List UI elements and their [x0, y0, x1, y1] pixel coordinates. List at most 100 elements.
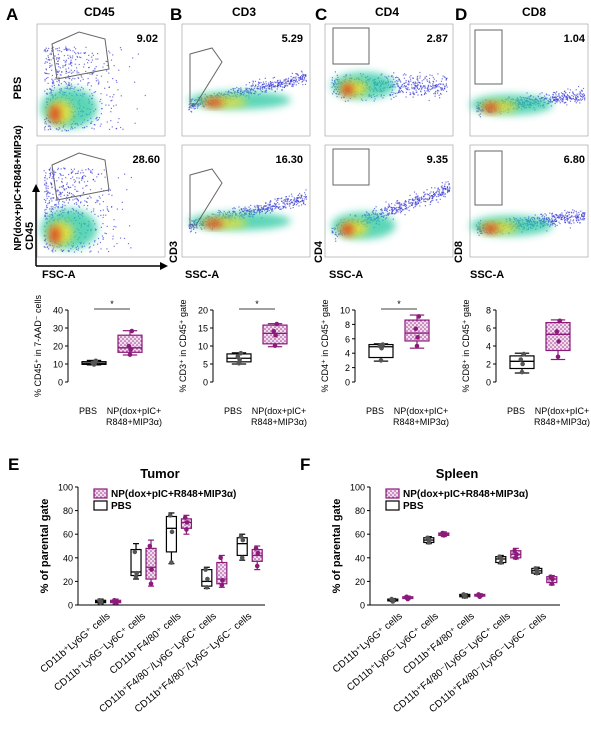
event-dot — [294, 77, 296, 79]
event-dot — [435, 191, 438, 193]
event-dot — [92, 72, 95, 74]
event-dot — [51, 47, 53, 49]
event-dot — [252, 83, 254, 85]
event-dot — [46, 73, 48, 75]
event-dot — [111, 126, 113, 128]
event-dot — [553, 222, 555, 224]
event-dot — [68, 198, 71, 201]
event-dot — [554, 218, 556, 221]
event-dot — [74, 180, 77, 182]
event-dot — [268, 85, 270, 87]
event-dot — [432, 191, 435, 193]
event-dot — [394, 81, 396, 83]
event-dot — [476, 110, 478, 112]
event-dot — [78, 181, 80, 183]
event-dot — [78, 72, 80, 74]
event-dot — [423, 195, 425, 197]
event-dot — [421, 94, 423, 96]
event-dot — [50, 197, 52, 199]
category-label-pbs: PBS — [366, 406, 384, 416]
event-dot — [45, 190, 47, 192]
event-dot — [97, 251, 99, 253]
event-dot — [441, 187, 443, 189]
event-dot — [299, 197, 301, 199]
event-dot — [298, 201, 300, 203]
event-dot — [82, 192, 84, 194]
event-dot — [67, 191, 69, 193]
event-dot — [252, 89, 254, 91]
event-dot — [336, 235, 339, 238]
event-dot — [106, 206, 108, 208]
event-dot — [420, 201, 422, 203]
event-dot — [55, 171, 57, 173]
event-dot — [301, 200, 303, 202]
event-dot — [263, 205, 265, 207]
event-dot — [433, 195, 435, 197]
event-dot — [427, 84, 430, 86]
event-dot — [552, 97, 554, 99]
panel-letter-f: F — [300, 455, 310, 474]
event-dot — [293, 199, 295, 201]
event-dot — [270, 83, 272, 85]
event-dot — [281, 82, 283, 84]
event-dot — [113, 225, 115, 228]
event-dot — [583, 215, 585, 217]
event-dot — [43, 170, 45, 172]
event-dot — [581, 215, 583, 217]
event-dot — [381, 73, 383, 75]
event-dot — [48, 59, 50, 61]
event-dot — [264, 205, 266, 207]
event-dot — [45, 72, 47, 75]
event-dot — [234, 208, 236, 210]
event-dot — [566, 104, 568, 106]
event-dot — [415, 198, 417, 200]
event-dot — [432, 196, 434, 198]
event-dot — [88, 54, 90, 56]
event-dot — [106, 60, 108, 63]
event-dot — [269, 88, 271, 90]
data-point — [253, 546, 259, 551]
event-dot — [441, 193, 443, 195]
event-dot — [584, 214, 586, 216]
event-dot — [265, 81, 267, 83]
event-dot — [57, 197, 59, 199]
event-dot — [93, 91, 95, 94]
event-dot — [439, 193, 441, 195]
data-point — [498, 560, 504, 565]
event-dot — [252, 84, 254, 87]
event-dot — [292, 207, 294, 209]
event-dot — [289, 83, 291, 85]
event-dot — [48, 73, 50, 75]
event-dot — [61, 250, 64, 252]
event-dot — [56, 189, 58, 191]
event-dot — [580, 210, 582, 212]
event-dot — [440, 186, 442, 188]
event-dot — [271, 207, 273, 209]
ylabel-cd4: CD4 — [313, 240, 325, 263]
event-dot — [427, 89, 429, 91]
event-dot — [44, 48, 46, 51]
event-dot — [552, 96, 554, 98]
event-dot — [559, 98, 562, 100]
event-dot — [48, 47, 50, 49]
event-dot — [189, 106, 191, 108]
data-point — [128, 347, 133, 352]
event-dot — [63, 194, 65, 196]
event-dot — [275, 205, 277, 207]
event-dot — [404, 200, 407, 202]
event-dot — [399, 203, 401, 205]
event-dot — [555, 94, 557, 96]
event-dot — [427, 199, 429, 201]
data-point — [129, 328, 135, 334]
event-dot — [43, 198, 45, 201]
event-dot — [286, 78, 288, 80]
event-dot — [435, 90, 437, 93]
event-dot — [115, 79, 117, 82]
event-dot — [303, 200, 305, 202]
event-dot — [52, 208, 54, 211]
event-dot — [250, 210, 252, 212]
event-dot — [93, 128, 95, 130]
event-dot — [279, 81, 281, 83]
event-dot — [55, 58, 58, 60]
event-dot — [67, 84, 69, 86]
